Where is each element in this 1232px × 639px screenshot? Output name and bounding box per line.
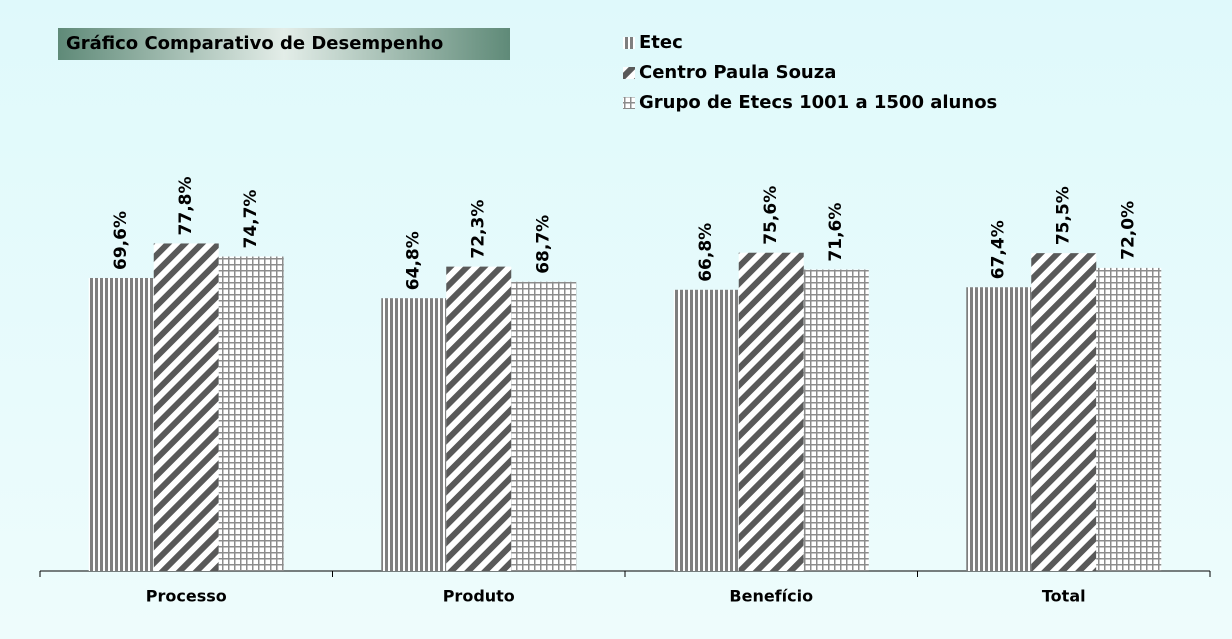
value-label: 64,8% bbox=[404, 231, 424, 290]
value-label: 75,5% bbox=[1054, 186, 1074, 245]
value-label: 66,8% bbox=[696, 223, 716, 282]
value-label: 75,6% bbox=[761, 186, 781, 245]
value-label: 72,3% bbox=[469, 200, 489, 259]
title-box bbox=[58, 28, 510, 60]
legend-swatch bbox=[623, 97, 635, 109]
value-label: 72,0% bbox=[1119, 201, 1139, 260]
value-label: 74,7% bbox=[241, 190, 261, 249]
bar bbox=[966, 287, 1032, 571]
x-tick-label: Total bbox=[1042, 587, 1086, 606]
legend-swatch bbox=[623, 37, 635, 49]
legend-label: Centro Paula Souza bbox=[639, 62, 836, 83]
bar bbox=[1096, 267, 1162, 571]
value-label: 68,7% bbox=[534, 215, 554, 274]
value-label: 77,8% bbox=[176, 176, 196, 235]
bar bbox=[88, 277, 154, 571]
chart-title: Gráfico Comparativo de Desempenho bbox=[66, 33, 443, 54]
legend-swatch bbox=[623, 67, 635, 79]
bar bbox=[218, 256, 284, 571]
bar bbox=[511, 281, 577, 571]
legend-label: Grupo de Etecs 1001 a 1500 alunos bbox=[639, 92, 997, 113]
bar bbox=[738, 252, 804, 571]
value-label: 69,6% bbox=[111, 211, 131, 270]
bar bbox=[673, 289, 739, 571]
bar bbox=[803, 269, 869, 571]
bar bbox=[381, 298, 447, 571]
axis-ticks bbox=[39, 571, 1211, 577]
bar bbox=[1031, 253, 1097, 571]
x-tick-label: Benefício bbox=[729, 587, 813, 606]
bar bbox=[153, 243, 219, 571]
legend-label: Etec bbox=[639, 32, 683, 53]
value-label: 67,4% bbox=[989, 220, 1009, 279]
value-label: 71,6% bbox=[826, 203, 846, 262]
bar bbox=[446, 266, 512, 571]
x-tick-label: Processo bbox=[146, 587, 227, 606]
x-tick-label: Produto bbox=[443, 587, 515, 606]
